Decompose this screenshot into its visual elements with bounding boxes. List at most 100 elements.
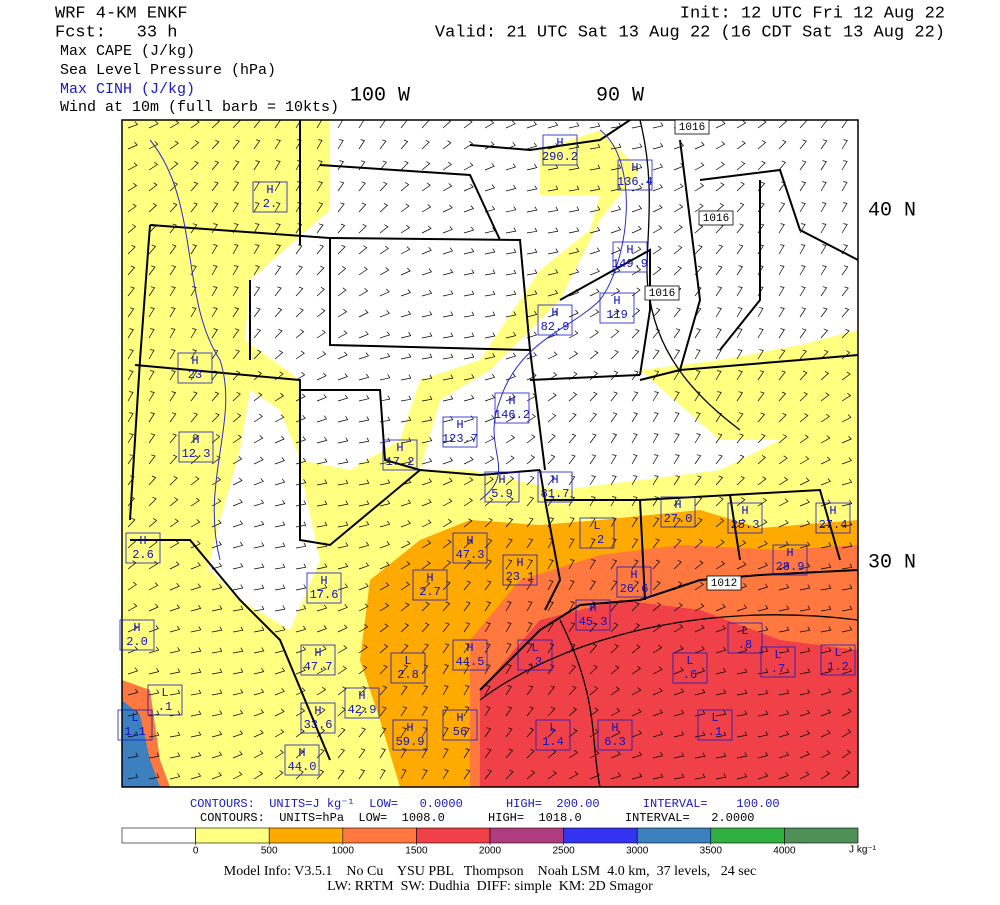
wind-barb (547, 121, 559, 129)
wind-barb (715, 286, 723, 297)
wind-barb (757, 455, 766, 465)
model-info: LW: RRTM SW: Dudhia DIFF: simple KM: 2D … (327, 879, 653, 894)
wind-barb (316, 372, 327, 381)
wind-barb (379, 181, 388, 192)
state-boundaries (129, 120, 858, 761)
wind-barb (484, 141, 495, 150)
wind-barb (673, 645, 684, 654)
wind-barb (610, 329, 620, 339)
wind-barb (337, 202, 345, 213)
wind-barb (757, 328, 764, 339)
wind-barb (820, 563, 832, 570)
wind-barb (232, 244, 239, 255)
field-name: Sea Level Pressure (hPa) (60, 62, 276, 79)
wind-barb (652, 412, 659, 423)
wind-barb (589, 309, 600, 318)
wind-barb (841, 500, 853, 507)
wind-barb (211, 370, 219, 381)
contour-info: CONTOURS: UNITS=hPa LOW= 1008.0 HIGH= 10… (200, 811, 755, 825)
wind-barb (190, 140, 200, 150)
wind-barb (715, 328, 722, 339)
wind-barb (316, 500, 328, 507)
wind-barb (463, 622, 471, 633)
center-value: 2.6 (132, 548, 154, 562)
wind-barb (211, 139, 220, 150)
wind-barb (610, 559, 618, 570)
wind-barb (652, 773, 664, 780)
wind-barb (211, 455, 221, 465)
wind-barb (610, 226, 622, 234)
wind-barb (547, 227, 559, 234)
colorbar-swatch (121, 827, 196, 844)
wind-barb (421, 204, 432, 213)
wind-barb (505, 142, 516, 150)
wind-barb (526, 454, 535, 465)
wind-barb (505, 311, 517, 318)
wind-barb (820, 647, 832, 654)
pressure-centers: H290.2H136.4H149.9H119H82.9H146.2H123.7H… (117, 134, 856, 776)
wind-barb (631, 246, 642, 255)
wind-barb (757, 286, 764, 297)
wind-barb (631, 665, 642, 675)
wind-barb (778, 181, 786, 192)
colorbar-swatch (195, 827, 270, 844)
wind-barb (526, 664, 533, 675)
wind-barb (715, 370, 722, 381)
wind-barb (736, 540, 747, 549)
wind-barb (505, 580, 512, 591)
wind-barb (652, 517, 660, 528)
wind-barb (610, 205, 622, 213)
center-box (517, 639, 553, 671)
wind-barb (673, 475, 681, 486)
center-kind: H (358, 689, 365, 703)
center-box (147, 684, 183, 716)
wind-barb (274, 521, 286, 528)
wind-barb (442, 332, 454, 339)
wind-barb (568, 728, 578, 738)
center-kind: H (829, 504, 836, 518)
wind-barb (757, 476, 767, 486)
wind-barb (274, 265, 282, 276)
wind-barb (337, 645, 348, 654)
isobar-label: 1016 (679, 122, 705, 134)
wind-barb (379, 706, 387, 717)
wind-barb (799, 541, 811, 549)
wind-barb (379, 395, 391, 402)
wind-barb (568, 268, 580, 276)
wind-barb (463, 311, 475, 318)
wind-barb (778, 391, 787, 402)
model-info: Model Info: V3.5.1 No Cu YSU PBL Thompso… (224, 864, 756, 879)
wind-barb (232, 307, 240, 318)
center-kind: H (396, 441, 403, 455)
wind-barb (673, 559, 682, 570)
wind-barb (421, 601, 430, 612)
wind-barb (652, 644, 663, 654)
wind-barb (589, 454, 597, 465)
wind-barb (232, 605, 244, 612)
center-value: 1.2 (827, 660, 849, 674)
wind-barb (421, 182, 431, 192)
wind-barb (211, 307, 218, 318)
center-box (412, 569, 448, 601)
cape-blue-region (122, 700, 160, 787)
center-box (117, 709, 153, 741)
wind-barb (694, 433, 701, 444)
wind-barb (148, 141, 159, 150)
wind-barb (127, 581, 137, 591)
wind-barb (526, 685, 534, 696)
wind-barb (589, 288, 600, 297)
wind-barb (715, 773, 727, 780)
cape-yellow-region (640, 330, 858, 440)
wind-barb (463, 226, 475, 234)
wind-barb (127, 710, 139, 717)
center-value: 81.7 (541, 487, 570, 501)
wind-barb (316, 458, 328, 465)
cape-yellow-region (122, 520, 330, 787)
wind-barb (400, 664, 408, 675)
wind-barb (169, 140, 179, 150)
cape-yellow-region (122, 120, 640, 700)
wind-barb (358, 665, 368, 675)
wind-barb (841, 139, 848, 150)
wind-barb (274, 371, 284, 381)
